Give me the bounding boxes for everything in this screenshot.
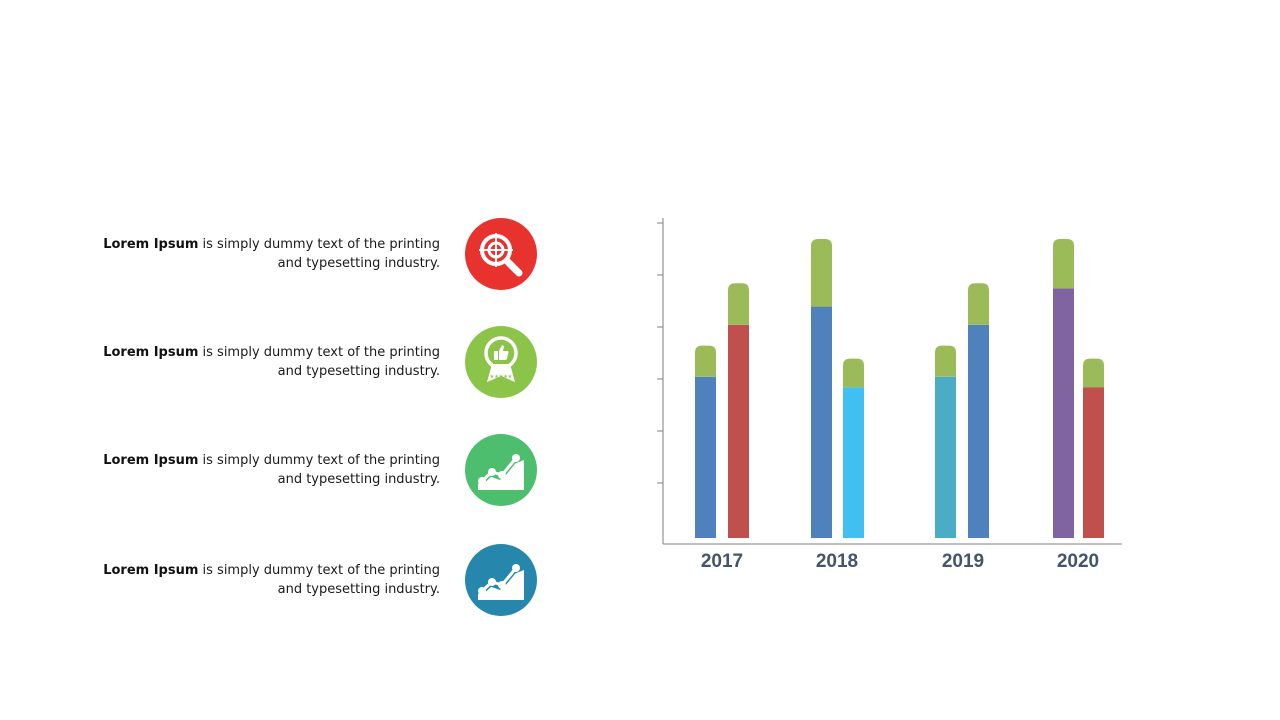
list-item-2: Lorem Ipsum is simply dummy text of the …: [60, 325, 540, 399]
bar-base-segment: [968, 324, 989, 538]
item-bold-text: Lorem Ipsum: [103, 237, 199, 252]
bar-base-segment: [1053, 288, 1074, 538]
bar-top-segment: [811, 239, 832, 307]
chart-axes: [662, 218, 1122, 545]
list-item-1: Lorem Ipsum is simply dummy text of the …: [60, 217, 540, 291]
growth-chart-icon: [465, 434, 537, 506]
chart-bars: [695, 239, 1104, 538]
list-item-3: Lorem Ipsum is simply dummy text of the …: [60, 433, 540, 507]
growth-chart-icon: [465, 544, 537, 616]
item-bold-text: Lorem Ipsum: [103, 345, 199, 360]
bar-base-segment: [811, 306, 832, 538]
x-tick-label: 2017: [701, 551, 743, 572]
stacked-bar-chart: 2017 2018 2019 2020: [657, 218, 1122, 572]
y-axis-ticks: [657, 222, 663, 484]
svg-text:★★★★★: ★★★★★: [490, 374, 513, 380]
list-item-4: Lorem Ipsum is simply dummy text of the …: [60, 543, 540, 617]
item-text: Lorem Ipsum is simply dummy text of the …: [80, 235, 440, 273]
x-tick-label: 2018: [816, 551, 858, 572]
bar-base-segment: [935, 376, 956, 538]
item-text: Lorem Ipsum is simply dummy text of the …: [80, 561, 440, 599]
bar-top-segment: [968, 283, 989, 325]
x-tick-label: 2019: [942, 551, 984, 572]
item-text: Lorem Ipsum is simply dummy text of the …: [80, 343, 440, 381]
item-rest-text: is simply dummy text of the printing and…: [198, 563, 440, 597]
bar-top-segment: [1083, 358, 1104, 388]
bar-base-segment: [728, 324, 749, 538]
bar-base-segment: [843, 387, 864, 538]
item-bold-text: Lorem Ipsum: [103, 453, 199, 468]
x-axis-labels: 2017 2018 2019 2020: [701, 551, 1099, 572]
item-rest-text: is simply dummy text of the printing and…: [198, 345, 440, 379]
bar-top-segment: [935, 345, 956, 377]
target-magnifier-icon: [465, 218, 537, 290]
bar-base-segment: [695, 376, 716, 538]
bar-base-segment: [1083, 387, 1104, 538]
x-tick-label: 2020: [1057, 551, 1099, 572]
thumbs-up-badge-icon: ★★★★★: [465, 326, 537, 398]
bar-top-segment: [695, 345, 716, 377]
item-bold-text: Lorem Ipsum: [103, 563, 199, 578]
item-text: Lorem Ipsum is simply dummy text of the …: [80, 451, 440, 489]
item-rest-text: is simply dummy text of the printing and…: [198, 237, 440, 271]
item-rest-text: is simply dummy text of the printing and…: [198, 453, 440, 487]
bar-top-segment: [728, 283, 749, 325]
bar-top-segment: [843, 358, 864, 388]
bar-top-segment: [1053, 239, 1074, 289]
